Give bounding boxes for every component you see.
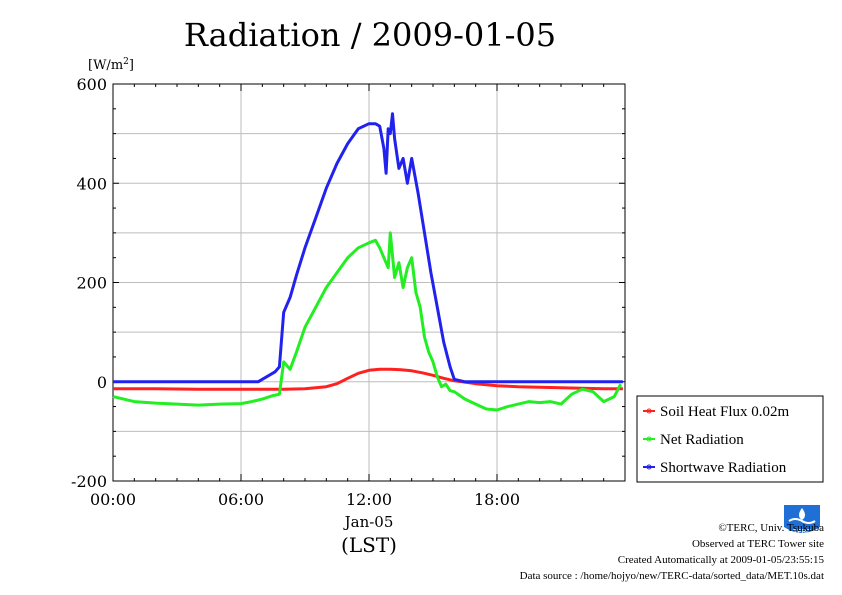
copyright-text: ©TERC, Univ. Tsukuba	[718, 522, 824, 534]
series-line	[112, 231, 623, 412]
x-tick-label: 06:00	[218, 490, 264, 509]
y-tick-label: -200	[71, 472, 107, 491]
y-tick-label: 400	[76, 174, 107, 193]
y-axis-unit: [W/m2]	[88, 57, 134, 73]
terc-logo: TERC	[782, 503, 822, 539]
created-text: Created Automatically at 2009-01-05/23:5…	[617, 554, 824, 566]
series-lines	[112, 112, 623, 412]
series-line	[113, 367, 623, 391]
grid-lines	[113, 84, 625, 481]
legend-label: Soil Heat Flux 0.02m	[660, 404, 790, 420]
chart-title: Radiation / 2009-01-05	[184, 16, 556, 54]
y-tick-label: 200	[76, 274, 107, 293]
legend-box	[636, 395, 824, 483]
x-tick-label: 12:00	[346, 490, 392, 509]
legend-marker	[646, 436, 652, 442]
x-tick-label: 18:00	[474, 490, 520, 509]
legend-marker	[646, 464, 652, 470]
axis-ticks: -200 0 200 400 600 00:00 06:00 12:00 18:00	[71, 75, 626, 509]
x-axis-label: (LST)	[341, 533, 397, 557]
legend-marker	[646, 408, 652, 414]
x-date-label: Jan-05	[343, 513, 394, 531]
legend-label: Net Radiation	[660, 432, 744, 448]
y-tick-label: 600	[76, 75, 107, 94]
data-source-text: Data source : /home/hojyo/new/TERC-data/…	[519, 570, 824, 582]
legend: Soil Heat Flux 0.02m Net Radiation Shortwa…	[636, 395, 824, 483]
credits-block: ©TERC, Univ. Tsukuba Observed at TERC To…	[520, 520, 824, 584]
legend-label: Shortwave Radiation	[660, 460, 787, 476]
series-line	[113, 112, 623, 384]
svg-text:TERC: TERC	[792, 528, 811, 536]
x-tick-label: 00:00	[90, 490, 136, 509]
y-tick-label: 0	[97, 373, 107, 392]
observed-text: Observed at TERC Tower site	[691, 538, 824, 550]
